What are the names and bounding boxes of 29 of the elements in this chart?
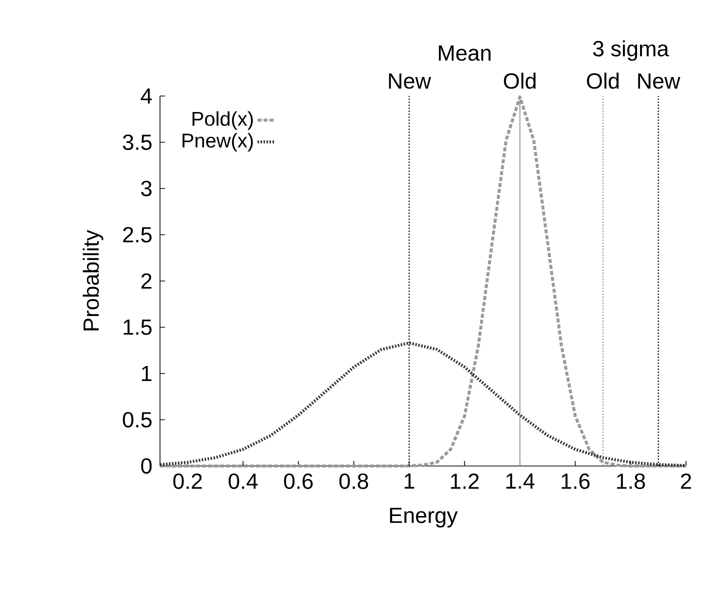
x-tick-label: 0.6 xyxy=(284,473,313,490)
x-tick-label: 1 xyxy=(404,473,414,489)
x-tick-label: 1.4 xyxy=(506,473,534,489)
x-tick-label: 1.8 xyxy=(617,473,645,490)
ref-line-label: Old xyxy=(586,72,619,89)
x-tick-label: 2 xyxy=(681,473,692,489)
y-tick-label: 0 xyxy=(141,458,152,474)
y-tick-label: 2.5 xyxy=(123,226,152,242)
ref-line-label: New xyxy=(638,73,680,89)
x-tick-label: 0.4 xyxy=(228,473,258,490)
y-tick-label: 0.5 xyxy=(122,412,152,428)
x-tick-label: 0.8 xyxy=(339,473,368,490)
text: 3 sigma xyxy=(593,40,669,61)
legend-label: Pnew(x) xyxy=(182,132,253,152)
text: Mean xyxy=(438,45,491,61)
y-tick-label: 3.5 xyxy=(122,134,152,150)
y-tick-label: 2 xyxy=(141,273,152,289)
y-tick-label: 3 xyxy=(141,180,152,196)
legend-label: Pold(x) xyxy=(192,111,253,130)
x-axis-title: Energy xyxy=(390,508,458,528)
y-tick-label: 4 xyxy=(140,88,152,104)
y-axis-title: Probability xyxy=(82,230,104,330)
x-tick-label: 1.6 xyxy=(562,473,590,490)
ref-line-label: New xyxy=(389,73,432,89)
x-tick-label: 1.2 xyxy=(450,473,479,489)
y-tick-label: 1.5 xyxy=(124,320,152,335)
ref-line-label: Old xyxy=(504,72,536,89)
x-tick-label: 0.2 xyxy=(173,473,202,490)
y-tick-label: 1 xyxy=(142,366,152,382)
